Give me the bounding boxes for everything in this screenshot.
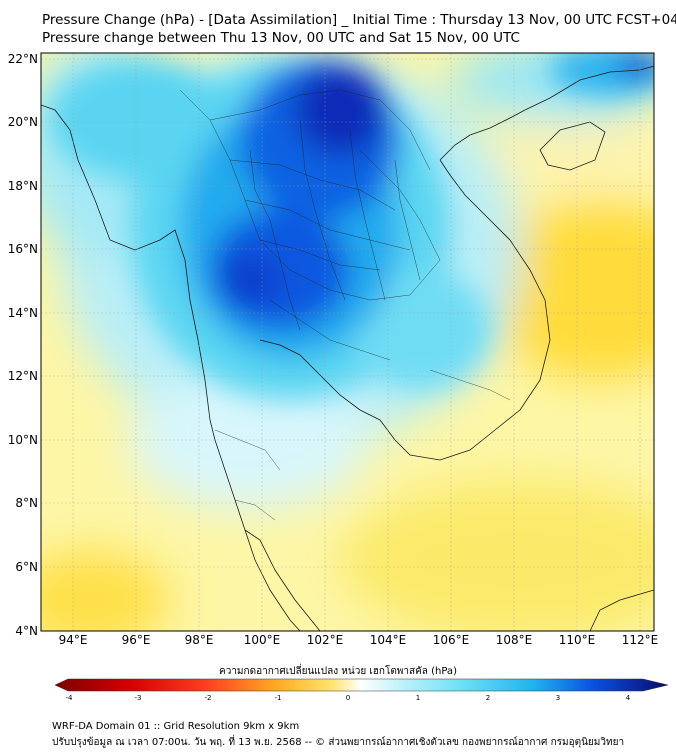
colorbar-tick: 2 [486,694,490,702]
lat-tick-label: 22°N [8,52,38,66]
lat-tick-label: 4°N [15,624,38,638]
lon-tick-labels: 94°E 96°E 98°E 100°E 102°E 104°E 106°E 1… [59,633,659,647]
colorbar-ticks: -4 -3 -2 -1 0 1 2 3 4 [66,694,631,702]
lon-tick-label: 96°E [122,633,151,647]
colorbar-tick: 0 [346,694,350,702]
colorbar-tick: -4 [66,694,74,702]
colorbar-tick: 4 [626,694,631,702]
lat-tick-label: 10°N [8,433,38,447]
lon-tick-label: 108°E [496,633,533,647]
lon-tick-label: 98°E [185,633,214,647]
lon-tick-label: 100°E [244,633,281,647]
colorbar-tick: -3 [135,694,142,702]
lat-tick-label: 20°N [8,115,38,129]
chart-subtitle: Pressure change between Thu 13 Nov, 00 U… [42,30,520,46]
lat-tick-label: 8°N [15,496,38,510]
lat-tick-label: 18°N [8,179,38,193]
lon-tick-label: 104°E [370,633,407,647]
colorbar-tick: -1 [275,694,282,702]
colorbar-tick: 1 [416,694,420,702]
chart-title: Pressure Change (hPa) - [Data Assimilati… [42,12,676,28]
update-credit: ปรับปรุงข้อมูล ณ เวลา 07:00น. วัน พฤ. ที… [52,737,625,748]
map-frame [40,52,655,632]
model-info: WRF-DA Domain 01 :: Grid Resolution 9km … [52,721,300,732]
colorbar-tick: -2 [205,694,212,702]
province-borders [179,89,511,521]
lon-tick-label: 110°E [559,633,596,647]
pressure-field [41,53,654,631]
lat-tick-label: 12°N [8,369,38,383]
lat-tick-labels: 22°N 20°N 18°N 16°N 14°N 12°N 10°N 8°N 6… [8,52,38,638]
lat-tick-label: 14°N [8,306,38,320]
colorbar: -4 -3 -2 -1 0 1 2 3 4 [54,678,669,702]
lon-tick-label: 94°E [59,633,88,647]
lat-tick-label: 16°N [8,242,38,256]
lon-tick-label: 106°E [433,633,470,647]
graticule [41,53,654,631]
colorbar-bar [54,678,669,692]
lon-tick-label: 112°E [622,633,659,647]
lon-tick-label: 102°E [307,633,344,647]
colorbar-label: ความกดอากาศเปลี่ยนแปลง หน่วย เฮกโตพาสคัล… [219,666,457,677]
lat-tick-label: 6°N [15,560,38,574]
colorbar-tick: 3 [556,694,560,702]
